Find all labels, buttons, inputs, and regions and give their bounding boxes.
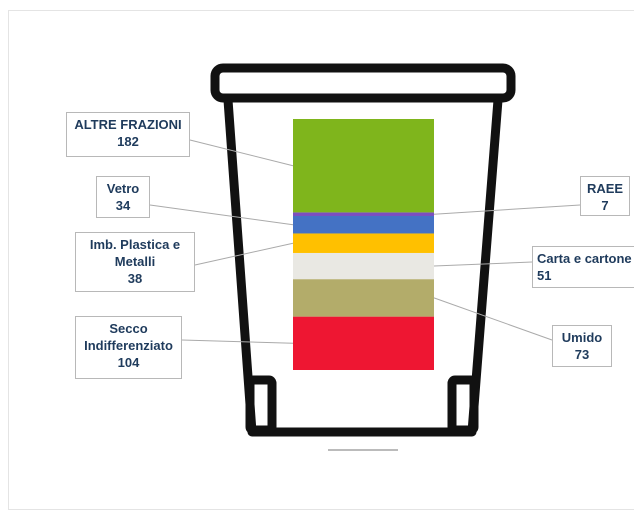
leader-line — [433, 204, 581, 215]
bin-body — [223, 99, 503, 437]
leader-line — [149, 204, 294, 226]
leader-line — [194, 242, 294, 266]
series-name: Carta e cartone — [537, 251, 632, 266]
bin-foot — [447, 375, 479, 435]
segment-label: Imb. Plastica e Metalli 38 — [75, 232, 195, 292]
value-label: 34 — [115, 198, 131, 213]
series-name: Umido — [561, 330, 603, 345]
value-label: 182 — [117, 134, 139, 149]
leader-line — [181, 339, 294, 344]
bar-segment — [293, 252, 434, 280]
bar-segment — [293, 316, 434, 370]
segment-label: RAEE 7 — [580, 176, 630, 216]
footer-mark — [328, 449, 398, 451]
bin-foot — [245, 375, 277, 435]
series-name: RAEE — [586, 181, 624, 196]
value-label: 38 — [127, 271, 143, 286]
bar-segment — [293, 216, 434, 234]
segment-label: Umido 73 — [552, 325, 612, 367]
series-name: Vetro — [106, 181, 140, 196]
series-name: Imb. Plastica e Metalli — [89, 237, 181, 269]
frame — [8, 10, 634, 510]
bar-segment — [293, 279, 434, 317]
value-label: 51 — [537, 268, 552, 283]
bin — [210, 63, 516, 437]
leader-line — [433, 297, 553, 341]
segment-label: Secco Indifferenziato 104 — [75, 316, 182, 379]
bar-segment — [293, 233, 434, 253]
leader-line — [433, 261, 533, 267]
segment-label: Carta e cartone 51 — [532, 246, 634, 288]
bin-lid — [210, 63, 516, 103]
segment-label: ALTRE FRAZIONI 182 — [66, 112, 190, 157]
series-name: ALTRE FRAZIONI — [74, 117, 182, 132]
value-label: 104 — [117, 355, 140, 370]
bar-segment — [293, 119, 434, 213]
segment-label: Vetro 34 — [96, 176, 150, 218]
bar-segment — [293, 212, 434, 217]
value-label: 73 — [574, 347, 590, 362]
leader-line — [189, 139, 294, 167]
series-name: Secco Indifferenziato — [84, 321, 173, 353]
value-label: 7 — [601, 198, 609, 213]
